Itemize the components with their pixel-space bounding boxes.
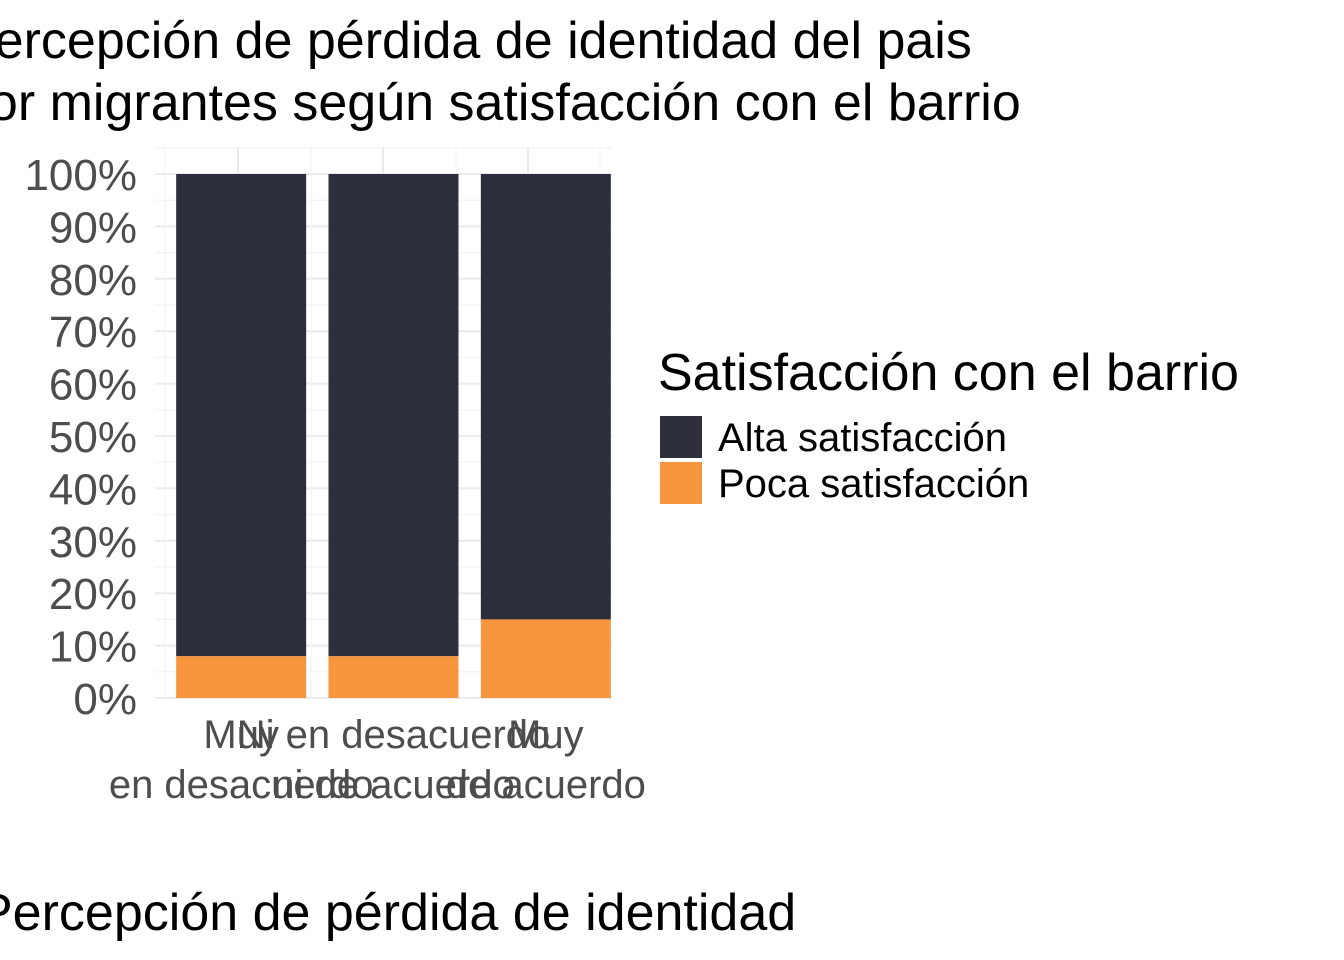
x-axis-ticks: Muy en desacuerdo Ni en desacuerdo ni de ac… <box>109 713 646 807</box>
bar-poca-satisfacción-3 <box>480 619 611 698</box>
y-tick-label: 50% <box>49 413 137 462</box>
x-axis-title: Percepción de pérdida de identidad <box>0 884 796 942</box>
y-tick-label: 90% <box>49 203 137 252</box>
x-tick-label: Ni en desacuerdo <box>237 713 551 757</box>
legend-label: Poca satisfacción <box>718 462 1029 506</box>
y-tick-label: 100% <box>24 151 137 200</box>
chart-title-line-2: por migrantes según satisfacción con el … <box>0 74 1021 132</box>
y-tick-label: 40% <box>49 465 137 514</box>
y-tick-label: 10% <box>49 623 137 672</box>
legend-label: Alta satisfacción <box>718 416 1007 460</box>
bar-alta-satisfacción-2 <box>328 174 459 657</box>
y-tick-label: 30% <box>49 518 137 567</box>
y-tick-label: 20% <box>49 570 137 619</box>
y-tick-label: 0% <box>73 675 137 724</box>
chart-title: Percepción de pérdida de identidad del p… <box>0 12 1021 132</box>
bar-poca-satisfacción-2 <box>328 656 459 698</box>
chart-title-line-1: Percepción de pérdida de identidad del p… <box>0 12 972 70</box>
x-tick-label: Muy <box>508 713 584 757</box>
bars <box>176 174 611 698</box>
legend-key <box>660 416 702 458</box>
y-tick-label: 80% <box>49 256 137 305</box>
x-tick-label: Muy <box>203 713 279 757</box>
legend-key <box>660 462 702 504</box>
x-tick-label: ni de acuerdo <box>272 763 514 807</box>
y-tick-label: 60% <box>49 361 137 410</box>
bar-alta-satisfacción-3 <box>480 174 611 620</box>
legend-title: Satisfacción con el barrio <box>658 344 1239 402</box>
y-axis-ticks: 0%10%20%30%40%50%60%70%80%90%100% <box>24 151 137 724</box>
legend: Satisfacción con el barrio Alta satisfac… <box>658 344 1239 506</box>
bar-alta-satisfacción-1 <box>176 174 307 657</box>
x-tick-label: en desacuerdo <box>109 763 374 807</box>
bar-poca-satisfacción-1 <box>176 656 307 698</box>
x-tick-label: de acuerdo <box>446 763 646 807</box>
y-tick-label: 70% <box>49 308 137 357</box>
